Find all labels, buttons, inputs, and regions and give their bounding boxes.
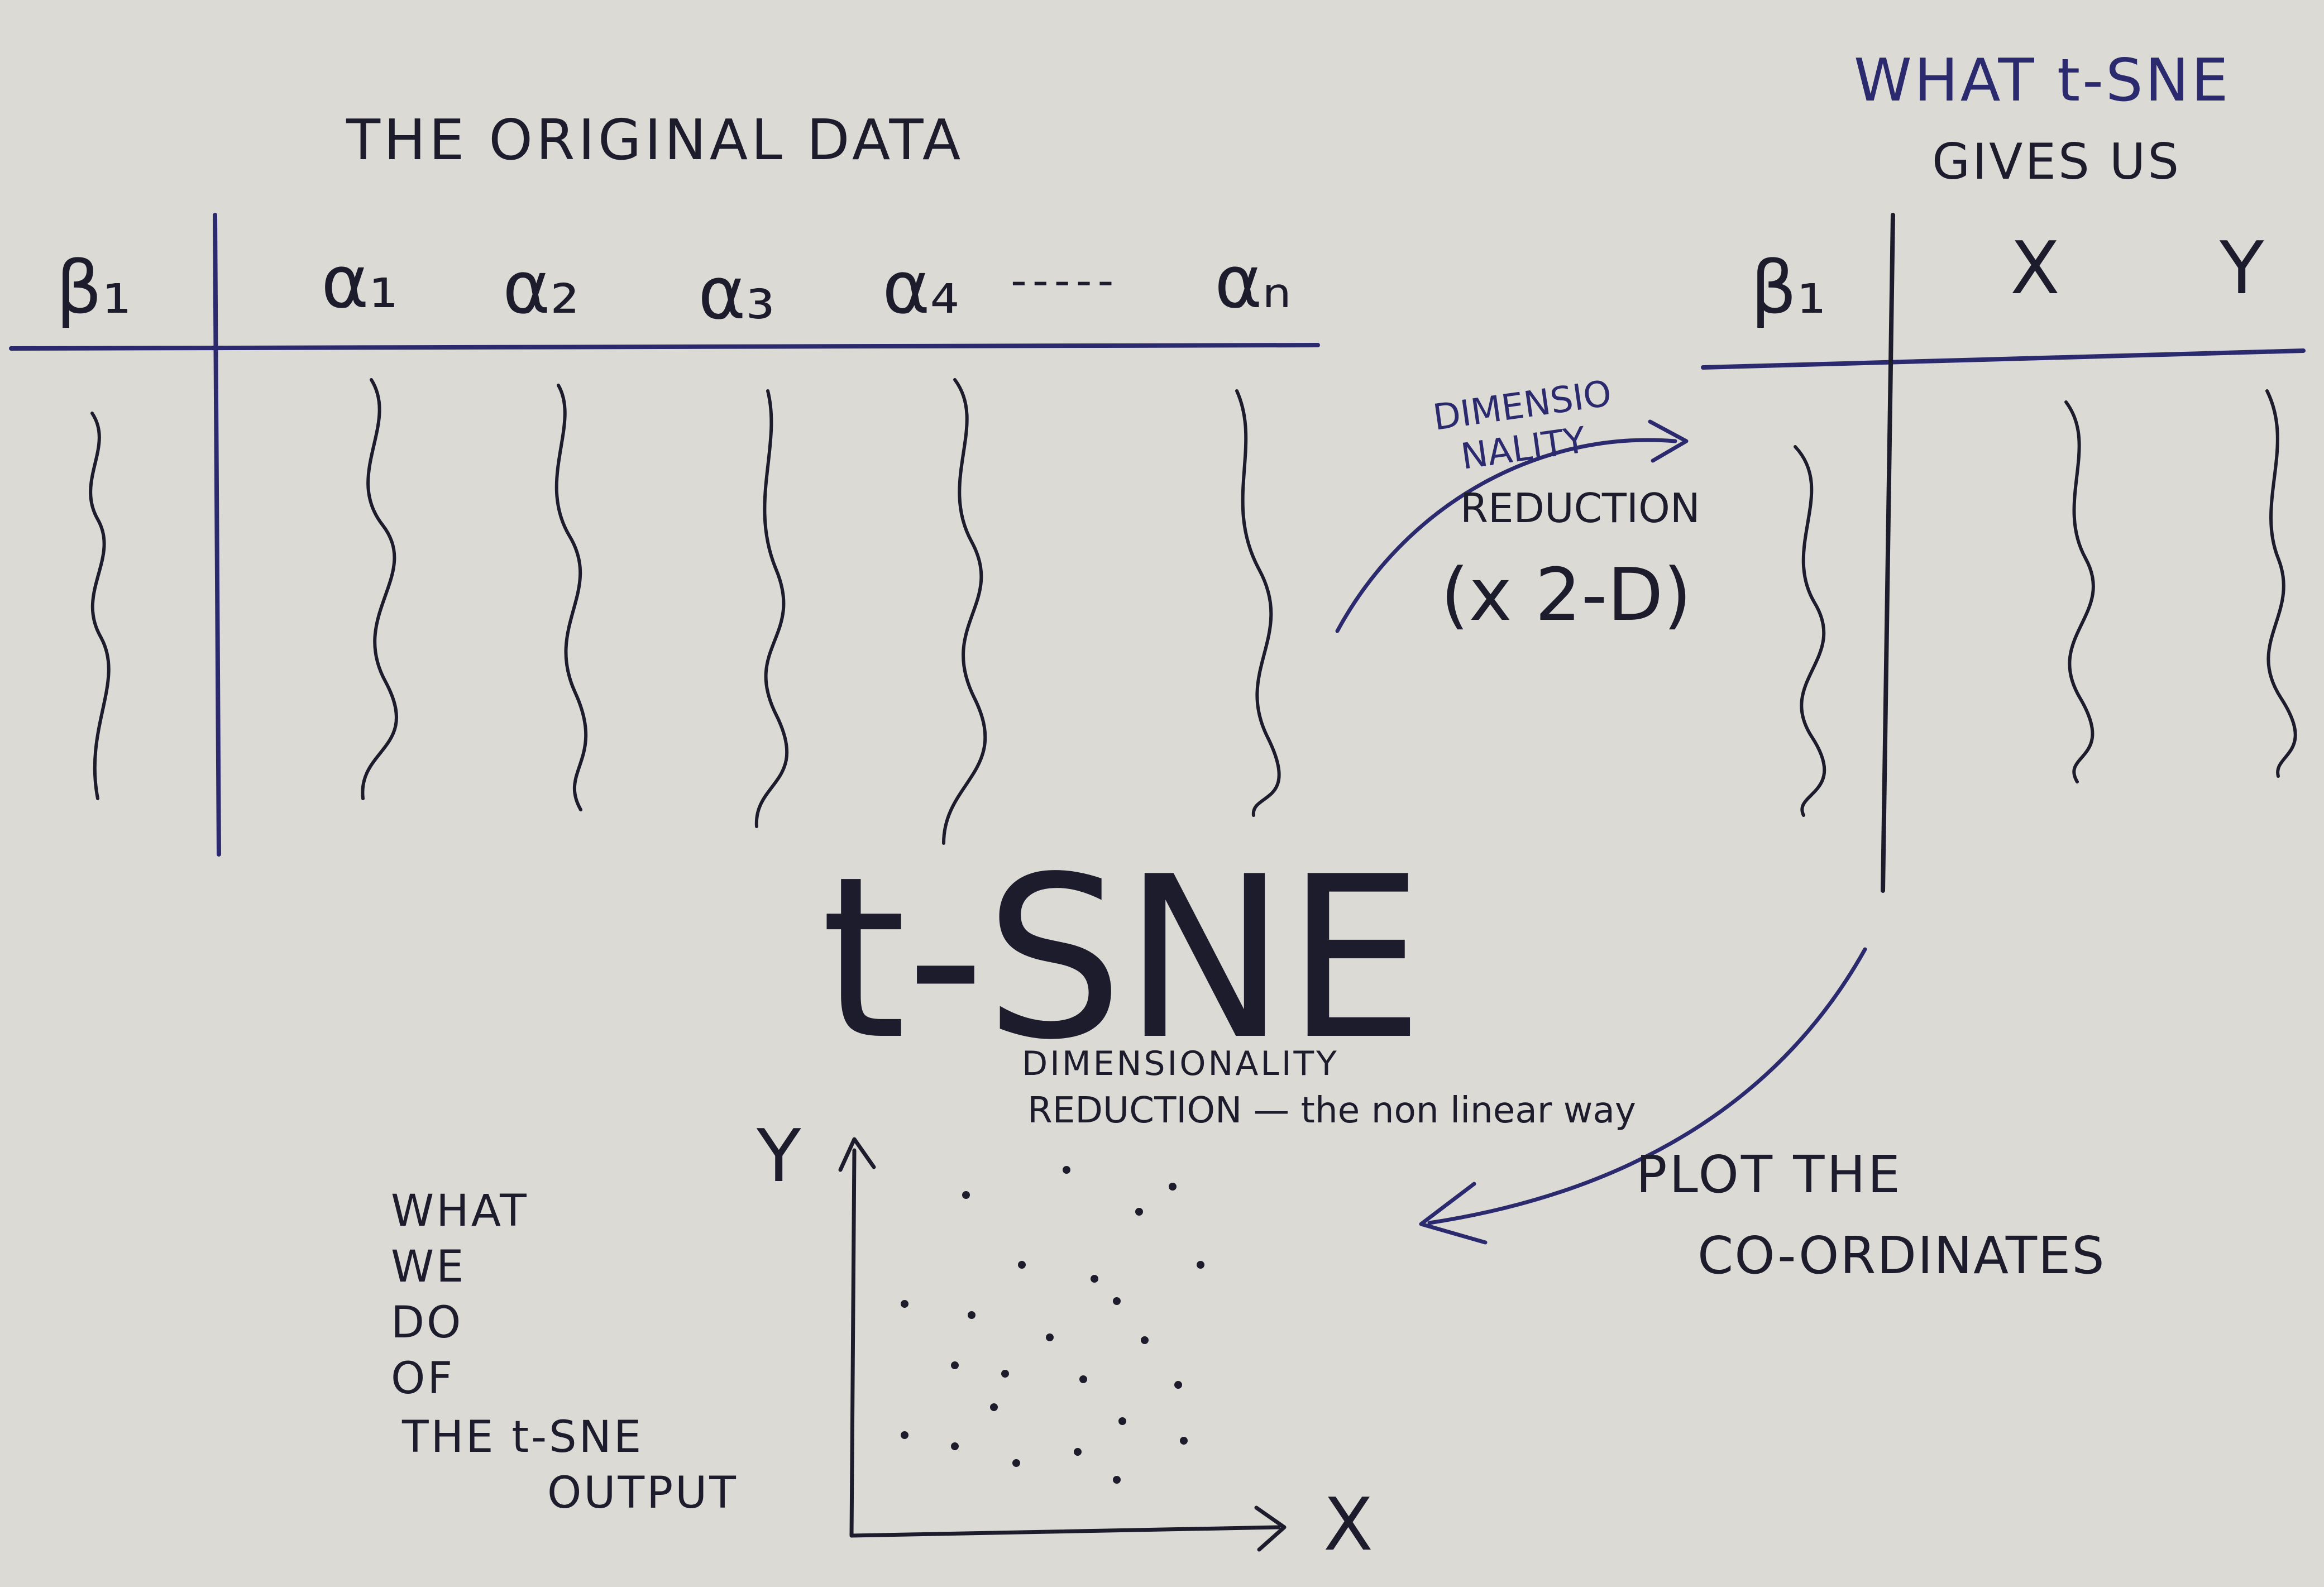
tsne-table-title-line2: GIVES US <box>1932 133 2181 190</box>
original-squiggle-b1 <box>89 412 111 800</box>
scatter-point <box>901 1300 908 1308</box>
what-we-do-line1: WHAT <box>391 1186 529 1236</box>
original-table-header-rule <box>9 343 1320 351</box>
original-squiggle-an <box>1235 389 1281 817</box>
scatter-point <box>1001 1370 1009 1378</box>
original-squiggle-a4 <box>942 378 987 845</box>
scatter-point <box>1079 1375 1087 1383</box>
original-header-a2: α₂ <box>503 245 580 330</box>
scatter-points <box>901 1166 1204 1484</box>
scatter-point <box>1113 1476 1121 1484</box>
scatter-axes <box>849 1148 1281 1538</box>
original-table-id-divider <box>213 213 221 857</box>
scatter-y-label: Y <box>756 1113 801 1198</box>
plot-label-line2: CO-ORDINATES <box>1697 1226 2106 1285</box>
plot-arrow-curve <box>1427 947 1867 1225</box>
what-we-do-line5: THE t-SNE <box>401 1412 643 1462</box>
scatter-point <box>990 1403 998 1411</box>
original-header-an: αₙ <box>1214 240 1292 324</box>
original-squiggle-a2 <box>554 384 588 811</box>
what-we-do-line3: DO <box>391 1298 463 1348</box>
tsne-table-title-line1: WHAT t-SNE <box>1854 46 2231 114</box>
tsne-logo-title: t-SNE <box>821 829 1424 1089</box>
what-we-do-line6: OUTPUT <box>547 1468 738 1518</box>
scatter-point <box>1197 1261 1204 1269</box>
scatter-point <box>951 1442 959 1450</box>
original-data-table: THE ORIGINAL DATA β₁ α₁ α₂ α₃ α₄ ----- α… <box>9 107 1320 857</box>
scatter-point <box>968 1311 975 1319</box>
tsne-id-header: β₁ <box>1751 245 1826 330</box>
plot-label-line1: PLOT THE <box>1636 1145 1902 1204</box>
tsne-table-header-rule <box>1701 348 2306 370</box>
scatter-point <box>1091 1275 1098 1283</box>
tsne-squiggle-x <box>2064 400 2095 783</box>
scatter-plot: Y X <box>756 1113 1373 1567</box>
dim-reduction-annotation: DIMENSIO NALITY REDUCTION (x 2-D) <box>1335 373 1700 637</box>
scatter-point <box>901 1431 908 1439</box>
scatter-point <box>951 1361 959 1369</box>
tsne-header-y: Y <box>2219 226 2264 310</box>
plot-annotation: PLOT THE CO-ORDINATES <box>1419 947 2106 1285</box>
original-header-ellipsis: ----- <box>1011 255 1119 307</box>
dim-reduction-arrowhead-icon <box>1648 419 1689 463</box>
scatter-point <box>1141 1336 1149 1344</box>
original-squiggle-a1 <box>361 378 398 800</box>
scatter-y-arrowhead-icon <box>838 1137 876 1172</box>
scatter-point <box>1113 1297 1121 1305</box>
scatter-point <box>1074 1448 1082 1456</box>
scatter-point <box>1174 1381 1182 1389</box>
original-id-header: β₁ <box>56 245 131 330</box>
dim-reduction-line4: (x 2-D) <box>1441 552 1691 637</box>
tsne-logo: t-SNE DIMENSIONALITY REDUCTION — the non… <box>821 829 1636 1131</box>
scatter-point <box>1118 1417 1126 1425</box>
tsne-logo-subtitle-line2: REDUCTION — the non linear way <box>1027 1090 1636 1131</box>
original-squiggle-a3 <box>754 389 789 828</box>
tsne-header-x: X <box>2010 226 2060 310</box>
scatter-x-label: X <box>1323 1482 1373 1567</box>
scatter-point <box>962 1191 970 1199</box>
plot-arrowhead-icon <box>1419 1182 1488 1245</box>
what-we-do-text: WHAT WE DO OF THE t-SNE OUTPUT <box>391 1186 738 1518</box>
dim-reduction-arrow-curve <box>1335 438 1677 633</box>
tsne-squiggle-b1 <box>1794 445 1826 817</box>
scatter-point <box>1063 1166 1070 1174</box>
original-header-a3: α₃ <box>698 251 775 336</box>
scatter-x-arrowhead-icon <box>1254 1505 1287 1552</box>
original-header-a4: α₄ <box>882 245 959 330</box>
scatter-point <box>1180 1437 1188 1445</box>
what-we-do-line4: OF <box>391 1354 455 1404</box>
tsne-logo-subtitle-line1: DIMENSIONALITY <box>1022 1044 1339 1083</box>
original-data-title: THE ORIGINAL DATA <box>346 107 964 173</box>
scatter-point <box>1135 1208 1143 1216</box>
tsne-table-id-divider <box>1881 213 1895 893</box>
scatter-point <box>1169 1183 1177 1191</box>
scatter-point <box>1046 1333 1054 1341</box>
tsne-squiggle-y <box>2265 389 2297 778</box>
scatter-point <box>1018 1261 1026 1269</box>
dim-reduction-line3: REDUCTION <box>1460 485 1700 532</box>
original-header-a1: α₁ <box>321 240 398 324</box>
tsne-output-table: WHAT t-SNE GIVES US β₁ X Y <box>1701 46 2306 893</box>
scatter-point <box>1012 1459 1020 1467</box>
what-we-do-line2: WE <box>391 1242 466 1292</box>
